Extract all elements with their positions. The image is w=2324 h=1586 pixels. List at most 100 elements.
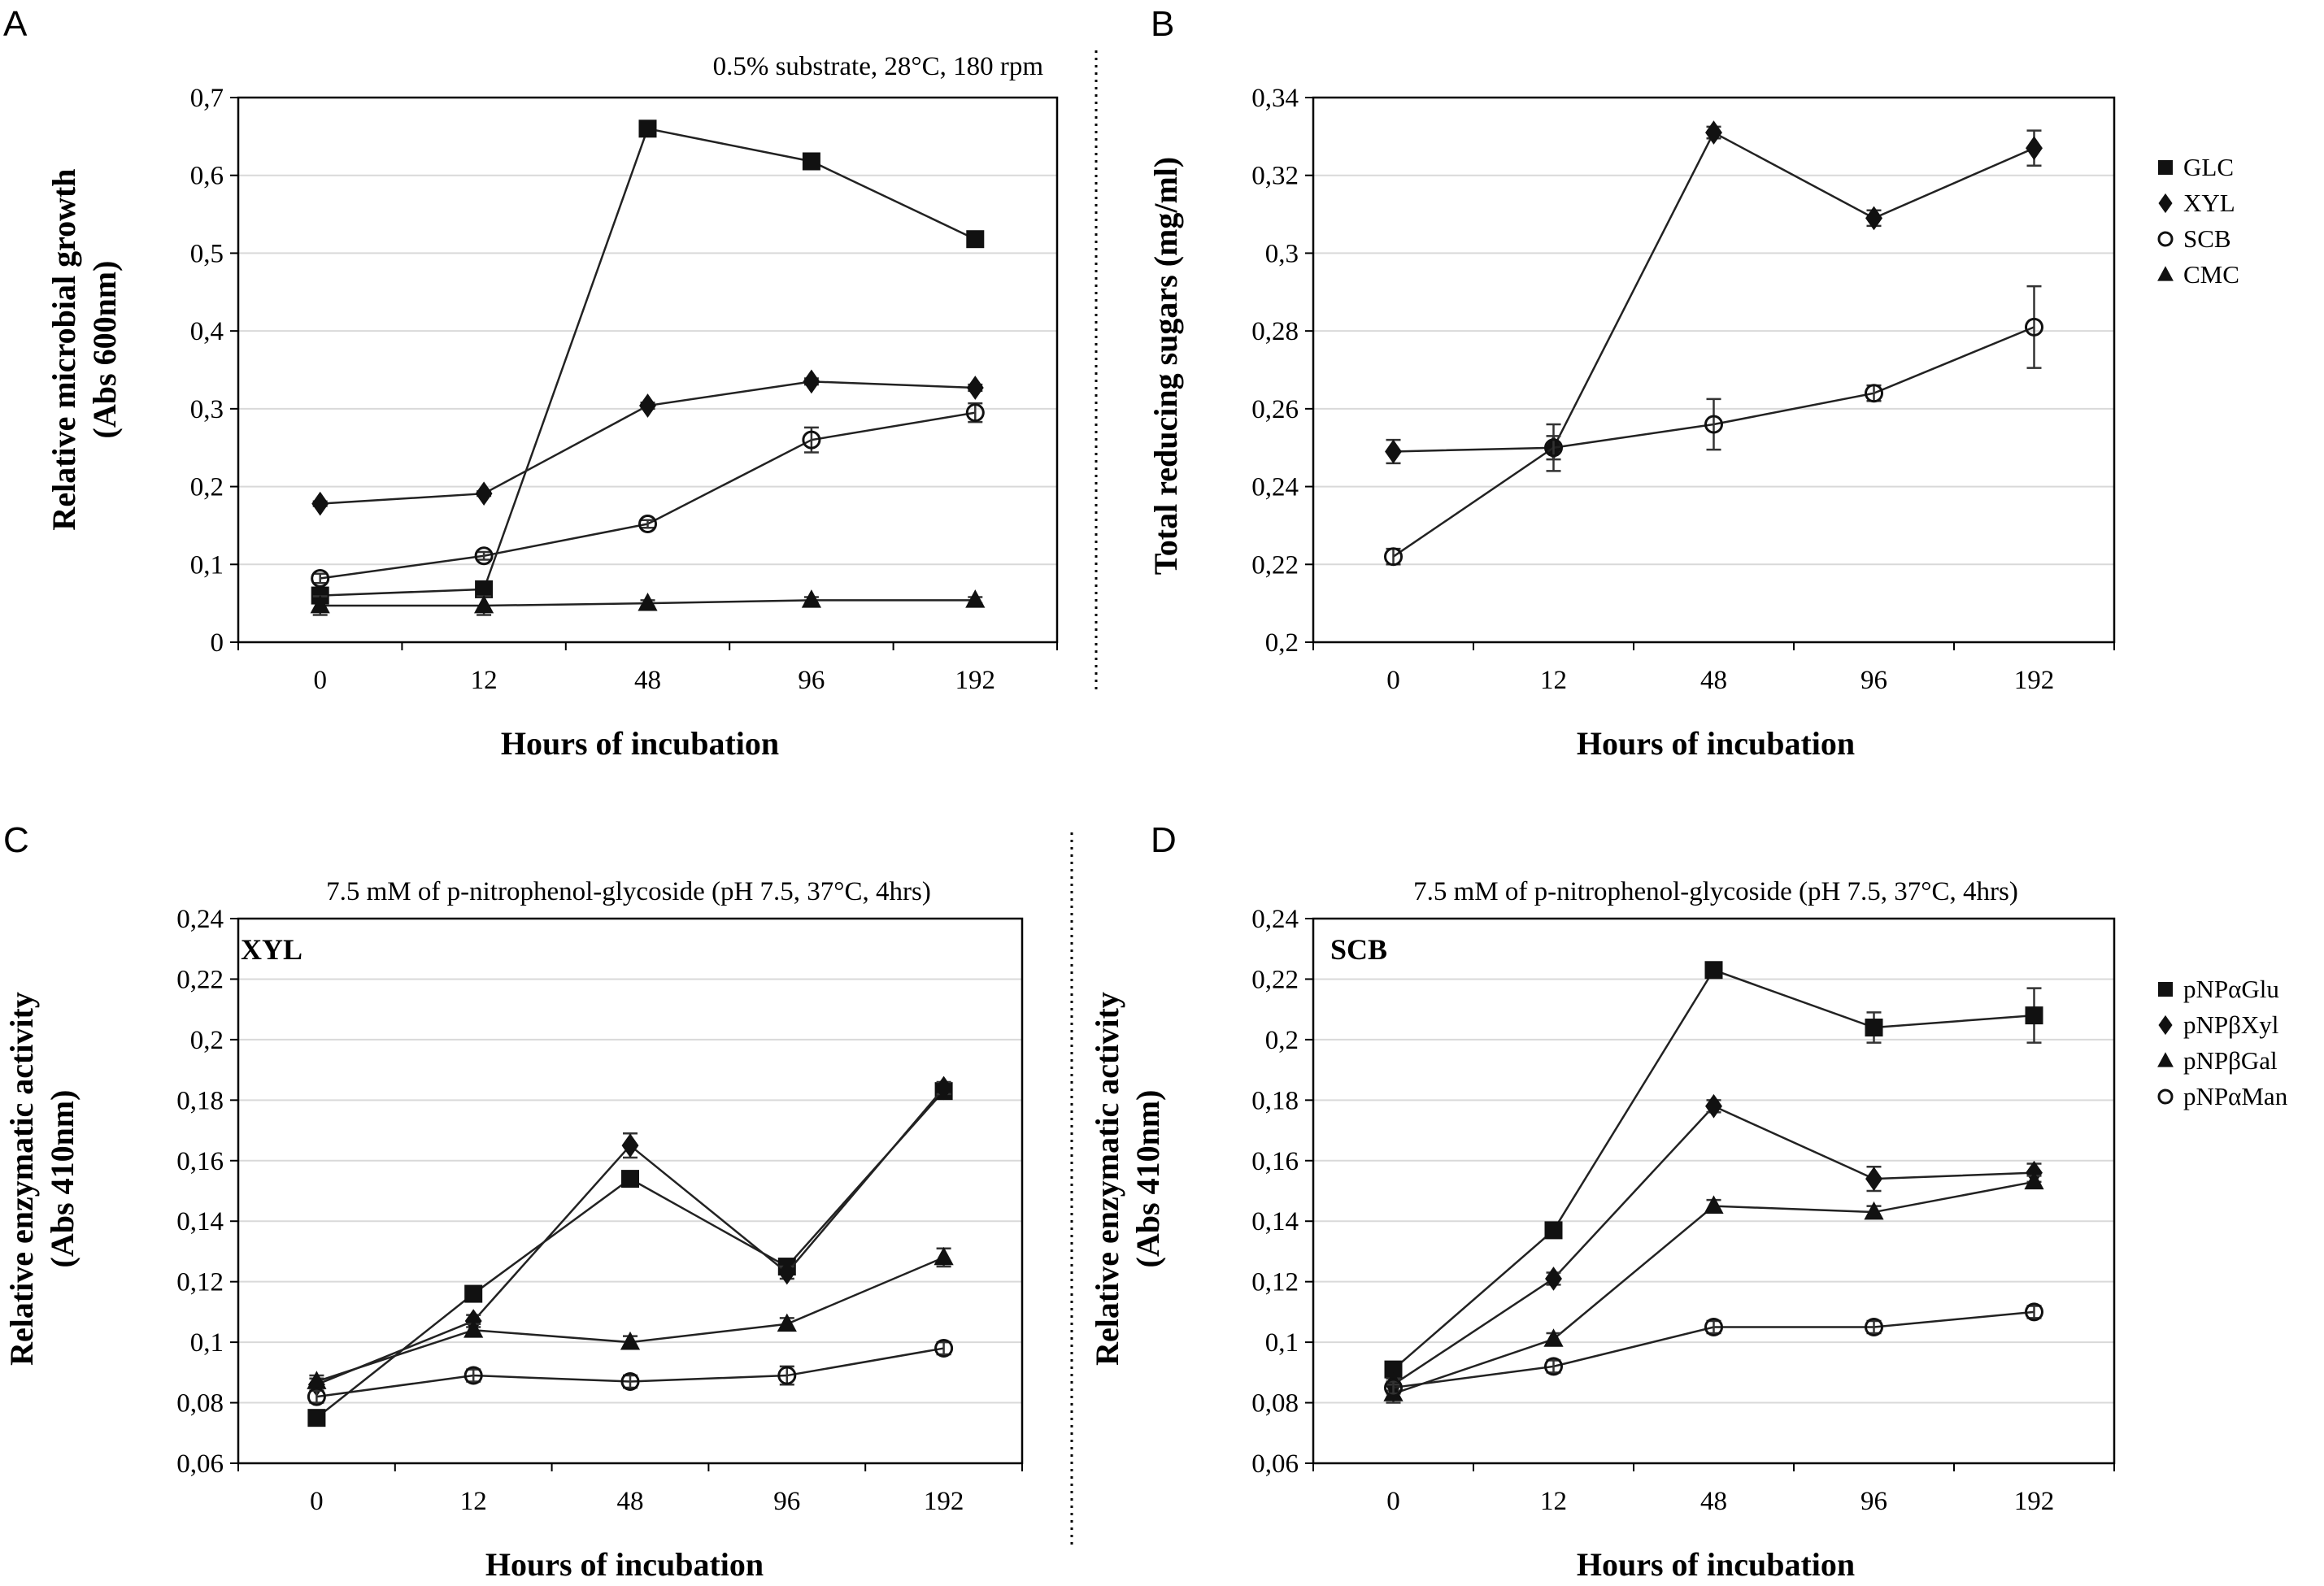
chart-d-point-pnp-glu	[1384, 1360, 1403, 1379]
legend-growth-substrates: GLC XYL SCB CMC	[2157, 153, 2239, 289]
chart-b-x-tick-label: 96	[1861, 666, 1887, 695]
chart-a-point-xyl	[311, 491, 329, 516]
chart-c-point-pnp-man	[307, 1387, 326, 1406]
chart-d-point-pnp-man	[1544, 1357, 1563, 1376]
chart-d-point-pnp-glu	[1544, 1221, 1563, 1240]
chart-d-point-pnp-xyl	[1705, 1093, 1722, 1119]
chart-a-point-xyl	[803, 369, 820, 394]
chart-a-x-tick-label: 48	[634, 666, 661, 695]
chart-d-point-pnp-gal	[1543, 1328, 1564, 1347]
chart-d-point-pnp-glu	[1704, 961, 1723, 980]
chart-d-x-tick-label: 0	[1386, 1487, 1400, 1516]
chart-b-y-axis-label: Total reducing sugars (mg/ml)	[1147, 157, 1184, 575]
chart-a-point-scb	[802, 430, 821, 450]
chart-b-point-xyl	[1385, 439, 1402, 464]
chart-a-y-axis-label-line1: Relative microbial growth	[46, 168, 82, 530]
chart-c-point-pnp-gal	[934, 1246, 954, 1266]
chart-b-y-tick-label: 0,22	[1251, 550, 1299, 580]
legend-cd-marker-pnpαman	[2157, 1088, 2174, 1105]
chart-b-plot-frame	[1312, 96, 2116, 644]
chart-d-y-tick-label: 0,1	[1265, 1328, 1299, 1358]
chart-d-y-tick-label: 0,18	[1251, 1086, 1299, 1115]
chart-panel-b: Hours of incubation Total reducing sugar…	[1147, 84, 2116, 762]
legend-cd-marker-pnpβgal	[2157, 1052, 2174, 1067]
chart-a-point-cmc	[638, 592, 658, 611]
chart-b-point-scb	[1704, 415, 1723, 434]
chart-c-point-pnp-man	[463, 1366, 483, 1385]
chart-c-point-pnp-gal	[620, 1331, 641, 1350]
chart-a-point-cmc	[965, 589, 986, 608]
chart-c-x-tick-label: 12	[460, 1487, 487, 1516]
chart-a-plot-frame	[237, 96, 1059, 644]
chart-c-point-pnp-xyl	[935, 1075, 953, 1101]
legend-ab-marker-xyl	[2158, 193, 2173, 214]
chart-c-y-tick-label: 0,08	[176, 1389, 224, 1419]
chart-b-y-tick-label: 0,34	[1251, 84, 1299, 113]
chart-panel-a: 0.5% substrate, 28°C, 180 rpm Hours of i…	[46, 52, 1059, 762]
chart-a-x-tick-label: 192	[955, 666, 996, 695]
chart-d-point-pnp-glu	[2025, 1006, 2043, 1025]
chart-a-y-tick-label: 0,6	[190, 162, 224, 191]
chart-c-x-tick-label: 0	[310, 1487, 324, 1516]
chart-c-point-pnp-gal	[307, 1371, 327, 1389]
chart-c-series-label: XYL	[241, 933, 302, 966]
chart-d-y-tick-label: 0,24	[1251, 905, 1299, 934]
chart-d-y-tick-label: 0,14	[1251, 1207, 1299, 1236]
legend-ab-marker-scb	[2157, 231, 2174, 247]
legend-ab-marker-cmc	[2157, 266, 2174, 281]
chart-d-point-pnp-xyl	[1865, 1167, 1882, 1191]
legend-cd-label: pNPαMan	[2183, 1082, 2288, 1110]
chart-a-y-axis-label-line2: (Abs 600nm)	[86, 261, 123, 439]
chart-b-x-tick-label: 0	[1386, 666, 1400, 695]
chart-d-line-pnp-glu	[1392, 968, 2035, 1371]
chart-c-point-pnp-man	[620, 1372, 640, 1391]
chart-a-y-tick-label: 0,3	[190, 395, 224, 424]
chart-b-point-scb	[1865, 384, 1883, 403]
chart-c-y-tick-label: 0,24	[176, 905, 224, 934]
chart-a-point-scb	[638, 515, 657, 534]
chart-a-title: 0.5% substrate, 28°C, 180 rpm	[713, 52, 1044, 81]
chart-d-point-pnp-gal	[1704, 1195, 1724, 1214]
chart-panel-d: 7.5 mM of p-nitrophenol-glycoside (pH 7.…	[1089, 877, 2116, 1583]
chart-c-y-tick-label: 0,12	[176, 1268, 224, 1297]
chart-b-x-tick-label: 12	[1540, 666, 1567, 695]
chart-d-point-pnp-xyl	[1545, 1267, 1562, 1291]
chart-d-y-tick-label: 0,08	[1251, 1389, 1299, 1419]
chart-b-point-scb	[1544, 438, 1563, 458]
chart-d-point-pnp-man	[2025, 1302, 2043, 1322]
chart-c-title: 7.5 mM of p-nitrophenol-glycoside (pH 7.…	[326, 877, 931, 906]
chart-a-point-xyl	[966, 376, 984, 400]
chart-c-point-pnp-glu	[307, 1409, 326, 1427]
chart-d-point-pnp-man	[1865, 1318, 1883, 1336]
legend-ab-label: SCB	[2183, 224, 2231, 253]
panel-letter-a: A	[3, 4, 28, 44]
chart-d-y-tick-label: 0,2	[1265, 1026, 1299, 1055]
chart-d-y-axis-label-line2: (Abs 410nm)	[1129, 1090, 1166, 1268]
chart-d-plot-frame	[1312, 917, 2116, 1465]
chart-d-x-tick-label: 12	[1540, 1487, 1567, 1516]
chart-c-line-pnp-gal	[316, 1256, 945, 1383]
chart-a-point-cmc	[801, 589, 821, 608]
chart-c-point-pnp-gal	[777, 1313, 797, 1332]
legend-ab-label: XYL	[2183, 189, 2235, 217]
legend-ab-label: CMC	[2183, 260, 2239, 289]
chart-b-y-tick-label: 0,24	[1251, 473, 1299, 502]
chart-a-point-cmc	[474, 594, 494, 614]
chart-c-point-pnp-glu	[621, 1170, 639, 1188]
chart-c-x-tick-label: 96	[773, 1487, 800, 1516]
chart-c-point-pnp-man	[934, 1339, 954, 1358]
chart-b-x-tick-label: 48	[1700, 666, 1727, 695]
chart-b-y-tick-label: 0,26	[1251, 395, 1299, 424]
chart-d-y-tick-label: 0,12	[1251, 1268, 1299, 1297]
chart-panel-c: 7.5 mM of p-nitrophenol-glycoside (pH 7.…	[3, 877, 1024, 1583]
chart-b-point-scb	[2025, 317, 2043, 337]
chart-a-y-tick-label: 0,1	[190, 550, 224, 580]
legend-cd-marker-pnpαglu	[2158, 982, 2173, 997]
chart-b-point-xyl	[1865, 206, 1882, 231]
chart-c-x-tick-label: 192	[924, 1487, 964, 1516]
chart-a-point-scb	[965, 403, 985, 423]
panel-letter-d: D	[1151, 820, 1177, 860]
chart-d-point-pnp-glu	[1865, 1019, 1883, 1036]
legend-ab-marker-glc	[2158, 160, 2173, 175]
